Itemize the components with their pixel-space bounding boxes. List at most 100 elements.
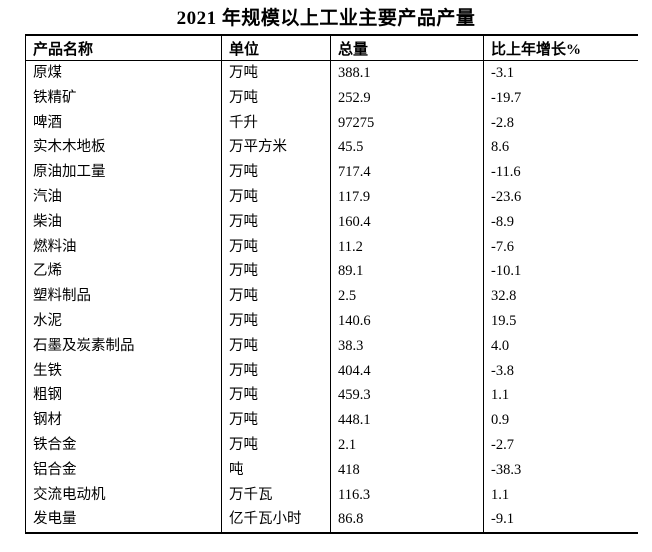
growth-cell: -19.7 bbox=[491, 89, 522, 106]
table-row: 柴油 万吨 160.4 -8.9 bbox=[25, 209, 638, 235]
total-cell: 2.1 bbox=[330, 432, 484, 458]
growth-cell: -11.6 bbox=[491, 164, 521, 181]
unit-cell: 万平方米 bbox=[221, 135, 331, 161]
product-name-cell: 交流电动机 bbox=[25, 482, 222, 508]
total-cell: 160.4 bbox=[330, 209, 484, 235]
total-cell: 404.4 bbox=[330, 358, 484, 384]
table-row: 燃料油 万吨 11.2 -7.6 bbox=[25, 234, 638, 260]
growth-cell: 0.9 bbox=[491, 412, 510, 429]
growth-cell: 1.1 bbox=[491, 486, 510, 503]
unit-cell: 万吨 bbox=[221, 308, 331, 334]
unit-cell: 万吨 bbox=[221, 60, 331, 86]
table-row: 发电量 亿千瓦小时 86.8 -9.1 bbox=[25, 507, 638, 534]
unit-cell: 万吨 bbox=[221, 358, 331, 384]
total-cell: 2.5 bbox=[330, 284, 484, 309]
product-name-cell: 粗钢 bbox=[25, 383, 222, 409]
growth-cell: -3.1 bbox=[491, 65, 514, 81]
product-name-cell: 铁合金 bbox=[25, 432, 222, 458]
total-cell: 252.9 bbox=[330, 85, 484, 111]
unit-cell: 万吨 bbox=[221, 85, 331, 111]
unit-cell: 万吨 bbox=[221, 209, 331, 235]
table-body: 原煤 万吨 388.1 -3.1 铁精矿 万吨 252.9 -19.7 啤酒 千升 97275 -2.… bbox=[25, 60, 638, 534]
column-header-growth: 比上年增长% bbox=[483, 35, 638, 61]
unit-cell: 万千瓦 bbox=[221, 482, 331, 508]
column-header-product-name: 产品名称 bbox=[25, 35, 222, 61]
table-row: 铁合金 万吨 2.1 -2.7 bbox=[25, 432, 638, 458]
product-name-cell: 原煤 bbox=[25, 60, 222, 86]
table-row: 钢材 万吨 448.1 0.9 bbox=[25, 408, 638, 433]
table-row: 原煤 万吨 388.1 -3.1 bbox=[25, 60, 638, 86]
total-cell: 38.3 bbox=[330, 333, 484, 359]
growth-cell: -2.7 bbox=[491, 436, 514, 453]
product-name-cell: 水泥 bbox=[25, 308, 222, 334]
growth-cell: 1.1 bbox=[491, 387, 510, 404]
table-row: 铁精矿 万吨 252.9 -19.7 bbox=[25, 85, 638, 111]
total-cell: 116.3 bbox=[330, 482, 484, 508]
unit-cell: 万吨 bbox=[221, 284, 331, 309]
product-name-cell: 钢材 bbox=[25, 408, 222, 433]
unit-cell: 千升 bbox=[221, 110, 331, 136]
table-row: 粗钢 万吨 459.3 1.1 bbox=[25, 383, 638, 409]
table-row: 水泥 万吨 140.6 19.5 bbox=[25, 308, 638, 334]
growth-cell: -7.6 bbox=[491, 238, 514, 255]
total-cell: 89.1 bbox=[330, 259, 484, 285]
total-cell: 86.8 bbox=[330, 507, 484, 534]
growth-cell: -23.6 bbox=[491, 188, 522, 205]
growth-cell: 19.5 bbox=[491, 312, 517, 329]
total-cell: 448.1 bbox=[330, 408, 484, 433]
column-header-unit: 单位 bbox=[221, 35, 331, 61]
table-header: 产品名称 单位 总量 比上年增长% bbox=[25, 35, 638, 61]
product-name-cell: 发电量 bbox=[25, 507, 222, 534]
unit-cell: 万吨 bbox=[221, 234, 331, 260]
growth-cell: -3.8 bbox=[491, 362, 514, 379]
table-row: 铝合金吨 418 -38.3 bbox=[25, 457, 638, 483]
unit-cell: 万吨 bbox=[221, 184, 331, 210]
total-cell: 11.2 bbox=[330, 234, 484, 260]
product-name-cell: 燃料油 bbox=[25, 234, 222, 260]
growth-cell: -2.8 bbox=[491, 114, 514, 131]
total-cell: 388.1 bbox=[330, 60, 484, 86]
total-cell: 117.9 bbox=[330, 184, 484, 210]
product-name-cell: 石墨及炭素制品 bbox=[25, 333, 222, 359]
unit-cell: 万吨 bbox=[221, 432, 331, 458]
product-name-cell: 啤酒 bbox=[25, 110, 222, 136]
growth-cell: 32.8 bbox=[491, 288, 517, 305]
growth-cell: -9.1 bbox=[491, 511, 514, 528]
total-cell: 45.5 bbox=[330, 135, 484, 161]
table-row: 啤酒 千升 97275 -2.8 bbox=[25, 110, 638, 136]
unit-cell: 吨 bbox=[221, 457, 331, 483]
unit-cell: 万吨 bbox=[221, 259, 331, 285]
product-name-cell: 铝合金 bbox=[25, 457, 222, 483]
product-name-cell: 乙烯 bbox=[25, 259, 222, 285]
product-name-cell: 实木木地板 bbox=[25, 135, 222, 161]
product-name-cell: 生铁 bbox=[25, 358, 222, 384]
total-cell: 717.4 bbox=[330, 160, 484, 185]
growth-cell: -38.3 bbox=[491, 461, 522, 478]
table-row: 汽油 万吨 117.9 -23.6 bbox=[25, 184, 638, 210]
growth-cell: 8.6 bbox=[491, 139, 510, 156]
unit-cell: 亿千瓦小时 bbox=[221, 507, 331, 534]
page-title: 2021 年规模以上工业主要产品产量 bbox=[176, 8, 476, 29]
total-cell: 97275 bbox=[330, 110, 484, 136]
product-name-cell: 铁精矿 bbox=[25, 85, 222, 111]
table-row: 乙烯 万吨 89.1 -10.1 bbox=[25, 259, 638, 285]
growth-cell: 4.0 bbox=[491, 337, 510, 354]
growth-cell: -8.9 bbox=[491, 213, 514, 230]
unit-cell: 万吨 bbox=[221, 160, 331, 185]
table-row: 交流电动机 万千瓦 116.3 1.1 bbox=[25, 482, 638, 508]
total-cell: 140.6 bbox=[330, 308, 484, 334]
product-name-cell: 汽油 bbox=[25, 184, 222, 210]
product-name-cell: 柴油 bbox=[25, 209, 222, 235]
unit-cell: 万吨 bbox=[221, 383, 331, 409]
column-header-total: 总量 bbox=[330, 35, 484, 61]
table-row: 塑料制品 万吨 2.5 32.8 bbox=[25, 284, 638, 309]
table-row: 石墨及炭素制品 万吨 38.3 4.0 bbox=[25, 333, 638, 359]
header-row: 产品名称 单位 总量 比上年增长% bbox=[25, 35, 638, 61]
total-cell: 459.3 bbox=[330, 383, 484, 409]
product-name-cell: 原油加工量 bbox=[25, 160, 222, 185]
table-row: 实木木地板 万平方米 45.5 8.6 bbox=[25, 135, 638, 161]
growth-cell: -10.1 bbox=[491, 263, 522, 280]
table-row: 原油加工量 万吨 717.4 -11.6 bbox=[25, 160, 638, 185]
product-name-cell: 塑料制品 bbox=[25, 284, 222, 309]
